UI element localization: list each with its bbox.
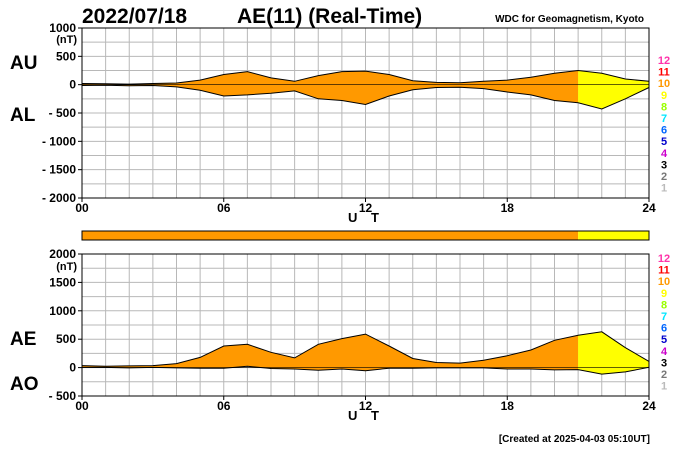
activity-level-12: 12 <box>658 253 670 265</box>
au-line <box>81 69 650 85</box>
activity-level-8: 8 <box>661 299 667 311</box>
activity-level-3: 3 <box>661 357 667 369</box>
ae-line <box>81 331 650 367</box>
au-series-label: AU <box>10 53 37 74</box>
activity-level-1: 1 <box>661 381 667 393</box>
au-al-grid <box>82 28 649 198</box>
ae-ao-y-ticks: 2000 1500 1000 500 0 - 500 <box>49 247 82 403</box>
x-tick-label: 12 <box>359 399 373 413</box>
ae-series-label: AE <box>10 329 36 350</box>
activity-level-1: 1 <box>661 183 667 195</box>
activity-level-7: 7 <box>661 311 667 323</box>
activity-level-4: 4 <box>661 148 668 160</box>
y-tick-label: - 2000 <box>42 191 76 205</box>
ae-ao-band-area-1 <box>578 331 649 375</box>
x-tick-label: 18 <box>501 201 515 215</box>
date-title: 2022/07/18 <box>82 5 187 28</box>
activity-bar-segment-1 <box>578 231 649 240</box>
ae-ao-unit-label: (nT) <box>56 261 77 273</box>
activity-level-9: 9 <box>661 288 667 300</box>
activity-level-5: 5 <box>661 334 667 346</box>
y-tick-label: 500 <box>56 332 76 346</box>
ae-ao-x-axis-title: U T <box>348 408 384 423</box>
activity-level-12: 12 <box>658 55 670 67</box>
au-al-unit-label: (nT) <box>56 34 77 46</box>
index-title: AE(11) (Real-Time) <box>237 5 422 28</box>
au-al-areas <box>81 69 650 110</box>
ae-ao-x-ticks: 00 06 12 18 24 <box>75 396 656 413</box>
source-label: WDC for Geomagnetism, Kyoto <box>495 14 644 25</box>
y-tick-label: 2000 <box>49 247 76 261</box>
activity-level-6: 6 <box>661 125 667 137</box>
activity-level-9: 9 <box>661 90 667 102</box>
y-tick-label: 1000 <box>49 21 76 35</box>
x-tick-label: 18 <box>501 399 515 413</box>
x-tick-label: 24 <box>642 399 656 413</box>
al-series-label: AL <box>10 105 36 126</box>
au-al-x-axis-title: U T <box>348 210 384 225</box>
ao-series-label: AO <box>10 374 39 395</box>
activity-level-2: 2 <box>661 369 667 381</box>
activity-level-10: 10 <box>658 276 670 288</box>
activity-level-bar <box>81 230 650 241</box>
y-tick-label: 1500 <box>49 275 76 289</box>
ae-ao-areas <box>81 331 650 375</box>
y-tick-label: 1000 <box>49 304 76 318</box>
al-line <box>81 84 650 110</box>
activity-level-3: 3 <box>661 159 667 171</box>
x-tick-label: 24 <box>642 201 656 215</box>
activity-level-11: 11 <box>658 67 670 79</box>
y-tick-label: - 500 <box>49 106 77 120</box>
y-tick-label: 0 <box>69 78 76 92</box>
y-tick-label: 500 <box>56 49 76 63</box>
au-al-x-ticks: 00 06 12 18 24 <box>75 198 656 215</box>
x-tick-label: 12 <box>359 201 373 215</box>
x-tick-label: 06 <box>217 201 231 215</box>
activity-level-8: 8 <box>661 101 667 113</box>
y-tick-label: - 1500 <box>42 163 76 177</box>
x-tick-label: 00 <box>75 201 89 215</box>
au-al-y-ticks: 1000 500 0 - 500 - 1000 - 1500 - 2000 <box>42 21 82 205</box>
y-tick-label: 0 <box>69 361 76 375</box>
activity-level-7: 7 <box>661 113 667 125</box>
x-tick-label: 06 <box>217 399 231 413</box>
y-tick-label: - 1000 <box>42 134 76 148</box>
x-tick-label: 00 <box>75 399 89 413</box>
au-al-band-area-1 <box>578 70 649 109</box>
activity-level-10: 10 <box>658 78 670 90</box>
ae-ao-grid <box>82 254 649 396</box>
activity-level-6: 6 <box>661 323 667 335</box>
activity-level-2: 2 <box>661 171 667 183</box>
created-timestamp: [Created at 2025-04-03 05:10UT] <box>499 434 650 445</box>
activity-level-11: 11 <box>658 265 670 277</box>
activity-bar-segment-0 <box>82 231 579 240</box>
activity-level-5: 5 <box>661 136 667 148</box>
ae-ao-band-area-0 <box>82 334 579 371</box>
activity-level-4: 4 <box>661 346 668 358</box>
y-tick-label: - 500 <box>49 389 77 403</box>
activity-bar-frame <box>81 230 650 241</box>
